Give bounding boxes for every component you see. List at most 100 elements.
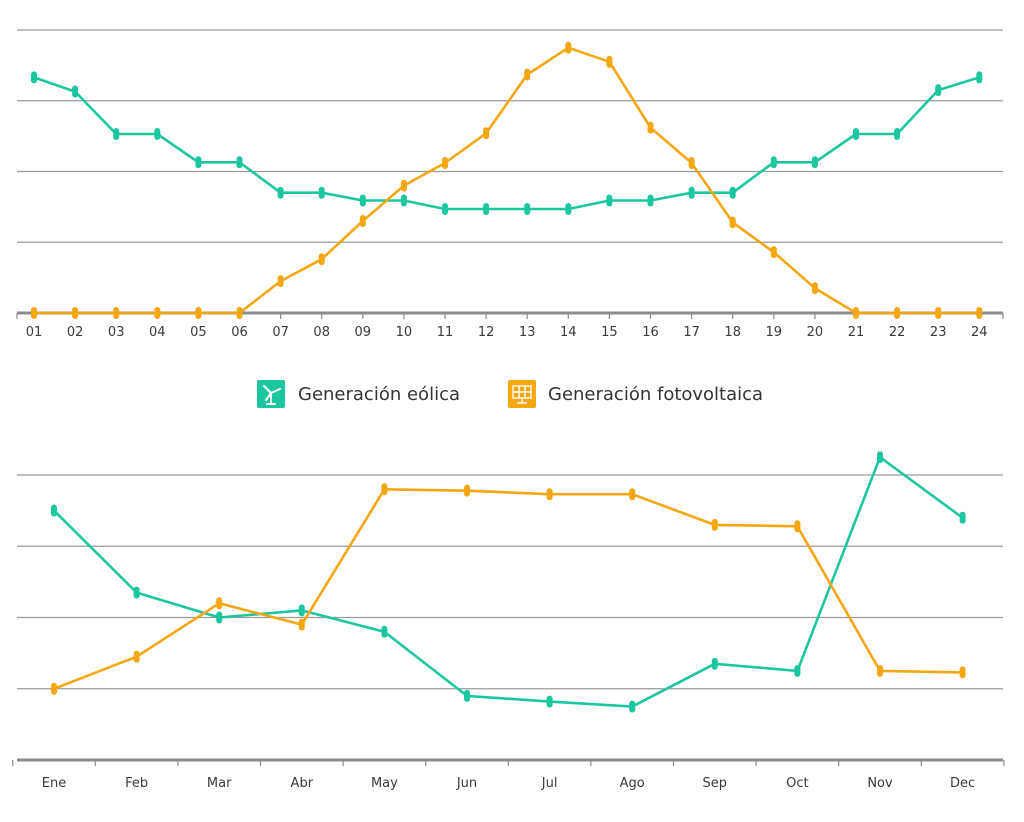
x-tick-label-16: 16 bbox=[642, 325, 659, 340]
x-tick-label-23: 23 bbox=[930, 325, 947, 340]
solar-point-06 bbox=[236, 307, 243, 319]
solar-point-05 bbox=[195, 307, 202, 319]
solar-point-ene bbox=[51, 682, 57, 695]
solar-point-22 bbox=[894, 307, 901, 319]
solar-point-19 bbox=[770, 246, 777, 259]
wind-point-01 bbox=[31, 71, 37, 84]
wind-point-mar bbox=[216, 611, 223, 624]
wind-point-21 bbox=[853, 128, 859, 141]
wind-point-13 bbox=[524, 202, 531, 215]
solar-point-17 bbox=[688, 157, 695, 170]
solar-point-10 bbox=[400, 179, 407, 192]
x-tick-label-04: 04 bbox=[149, 325, 166, 340]
wind-point-abr bbox=[298, 604, 305, 617]
wind-point-16 bbox=[647, 194, 654, 207]
x-tick-label-13: 13 bbox=[519, 325, 536, 340]
wind-point-nov bbox=[877, 451, 883, 464]
wind-point-02 bbox=[72, 85, 79, 98]
wind-point-may bbox=[381, 625, 388, 638]
x-tick-label-17: 17 bbox=[683, 325, 700, 340]
solar-point-15 bbox=[606, 55, 613, 68]
x-tick-label-mar: Mar bbox=[207, 776, 232, 791]
x-tick-label-nov: Nov bbox=[867, 776, 893, 791]
wind-point-24 bbox=[976, 71, 983, 84]
wind-point-14 bbox=[565, 202, 572, 215]
wind-series-line bbox=[32, 76, 981, 211]
solar-point-11 bbox=[442, 157, 448, 170]
wind-point-07 bbox=[277, 186, 284, 199]
monthly-generation-chart: Ene Feb Mar Abr May Jun Jul Ago Sep Oct Nov Dec bbox=[12, 451, 1005, 791]
x-tick-label-06: 06 bbox=[231, 325, 248, 340]
solar-point-01 bbox=[31, 307, 37, 319]
wind-point-ene bbox=[51, 504, 57, 517]
wind-point-jul bbox=[546, 695, 553, 708]
wind-point-12 bbox=[483, 202, 490, 215]
solar-point-07 bbox=[277, 275, 284, 288]
solar-point-09 bbox=[359, 215, 366, 228]
legend-item-wind: Generación eólica bbox=[257, 380, 460, 408]
solar-point-14 bbox=[565, 41, 572, 54]
x-tick-label-sep: Sep bbox=[703, 776, 728, 791]
x-tick-label-07: 07 bbox=[272, 325, 289, 340]
wind-point-22 bbox=[894, 128, 901, 141]
solar-point-abr bbox=[298, 618, 305, 631]
hourly-generation-chart: 01 02 03 04 05 06 07 08 09 10 11 12 13 14 15 16 17 18 19 20… bbox=[16, 29, 1004, 340]
wind-turbine-glyph bbox=[263, 385, 281, 405]
solar-point-03 bbox=[113, 307, 120, 319]
wind-point-09 bbox=[359, 194, 366, 207]
solar-point-ago bbox=[629, 488, 636, 501]
solar-point-jun bbox=[464, 484, 470, 497]
x-tick-label-02: 02 bbox=[67, 325, 84, 340]
wind-series-line bbox=[52, 455, 964, 708]
legend: Generación eólica Generación fotovoltaic… bbox=[257, 380, 763, 408]
solar-point-04 bbox=[154, 307, 161, 319]
wind-point-18 bbox=[729, 186, 736, 199]
solar-point-08 bbox=[318, 253, 325, 266]
x-tick-label-14: 14 bbox=[560, 325, 577, 340]
wind-point-06 bbox=[236, 156, 243, 169]
solar-point-18 bbox=[729, 216, 736, 229]
x-tick-label-24: 24 bbox=[971, 325, 988, 340]
solar-point-12 bbox=[483, 127, 490, 140]
legend-label-wind: Generación eólica bbox=[298, 384, 460, 405]
solar-point-oct bbox=[794, 520, 801, 533]
x-tick-label-11: 11 bbox=[437, 325, 454, 340]
x-tick-label-01: 01 bbox=[26, 325, 43, 340]
x-tick-label-22: 22 bbox=[889, 325, 906, 340]
solar-point-23 bbox=[935, 307, 942, 319]
wind-point-feb bbox=[133, 586, 140, 599]
wind-point-23 bbox=[935, 84, 942, 97]
x-tick-label-ene: Ene bbox=[42, 776, 66, 791]
x-tick-label-may: May bbox=[371, 776, 398, 791]
x-tick-label-ago: Ago bbox=[620, 776, 645, 791]
x-tick-label-03: 03 bbox=[108, 325, 125, 340]
x-tick-label-dec: Dec bbox=[950, 776, 975, 791]
wind-point-oct bbox=[794, 664, 801, 677]
solar-point-nov bbox=[877, 664, 883, 677]
solar-point-02 bbox=[72, 307, 79, 319]
legend-item-solar: Generación fotovoltaica bbox=[508, 380, 763, 408]
wind-point-10 bbox=[400, 194, 407, 207]
solar-point-dec bbox=[959, 666, 966, 679]
wind-point-ago bbox=[629, 700, 636, 713]
solar-series-line bbox=[32, 46, 981, 315]
x-tick-label-05: 05 bbox=[190, 325, 207, 340]
solar-series-line bbox=[52, 487, 964, 691]
solar-point-mar bbox=[216, 597, 223, 610]
x-tick-label-09: 09 bbox=[355, 325, 372, 340]
x-tick-label-15: 15 bbox=[601, 325, 618, 340]
solar-point-24 bbox=[976, 307, 983, 319]
wind-point-15 bbox=[606, 194, 613, 207]
solar-point-21 bbox=[853, 307, 859, 319]
solar-point-13 bbox=[524, 68, 531, 81]
x-tick-label-08: 08 bbox=[313, 325, 330, 340]
x-tick-label-20: 20 bbox=[807, 325, 824, 340]
x-tick-label-feb: Feb bbox=[125, 776, 148, 791]
solar-point-16 bbox=[647, 121, 654, 134]
wind-point-05 bbox=[195, 156, 202, 169]
solar-panel-glyph bbox=[512, 385, 532, 404]
x-tick-label-jun: Jun bbox=[456, 776, 477, 791]
wind-point-17 bbox=[688, 186, 695, 199]
wind-point-dec bbox=[959, 511, 966, 524]
